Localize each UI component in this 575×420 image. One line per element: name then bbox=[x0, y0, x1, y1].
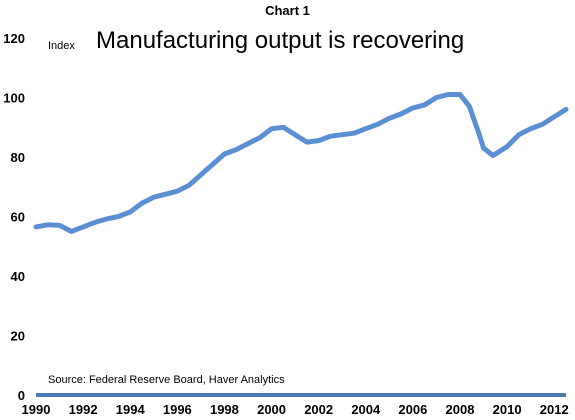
x-tick-label: 2004 bbox=[351, 402, 381, 417]
y-tick-label: 100 bbox=[3, 91, 25, 106]
y-tick-label: 40 bbox=[11, 269, 25, 284]
y-tick-label: 120 bbox=[3, 31, 25, 46]
x-tick-label: 2012 bbox=[540, 402, 569, 417]
x-tick-label: 2008 bbox=[446, 402, 475, 417]
chart-number: Chart 1 bbox=[265, 3, 310, 18]
y-tick-label: 80 bbox=[11, 150, 25, 165]
x-tick-label: 2002 bbox=[304, 402, 333, 417]
chart-title: Manufacturing output is recovering bbox=[96, 27, 465, 54]
x-tick-label: 1996 bbox=[163, 402, 192, 417]
x-tick-label: 2006 bbox=[398, 402, 427, 417]
y-tick-label: 0 bbox=[18, 388, 25, 403]
y-tick-label: 20 bbox=[11, 329, 25, 344]
x-tick-label: 1992 bbox=[69, 402, 98, 417]
x-tick-label: 2000 bbox=[257, 402, 286, 417]
x-tick-label: 1994 bbox=[116, 402, 146, 417]
series-line-manufacturing-output bbox=[33, 92, 569, 234]
x-tick-label: 2010 bbox=[493, 402, 522, 417]
y-axis-unit-label: Index bbox=[48, 40, 75, 52]
x-tick-label: 1998 bbox=[210, 402, 239, 417]
x-tick-label: 1990 bbox=[22, 402, 51, 417]
y-tick-label: 60 bbox=[11, 210, 25, 225]
source-note: Source: Federal Reserve Board, Haver Ana… bbox=[48, 374, 285, 386]
